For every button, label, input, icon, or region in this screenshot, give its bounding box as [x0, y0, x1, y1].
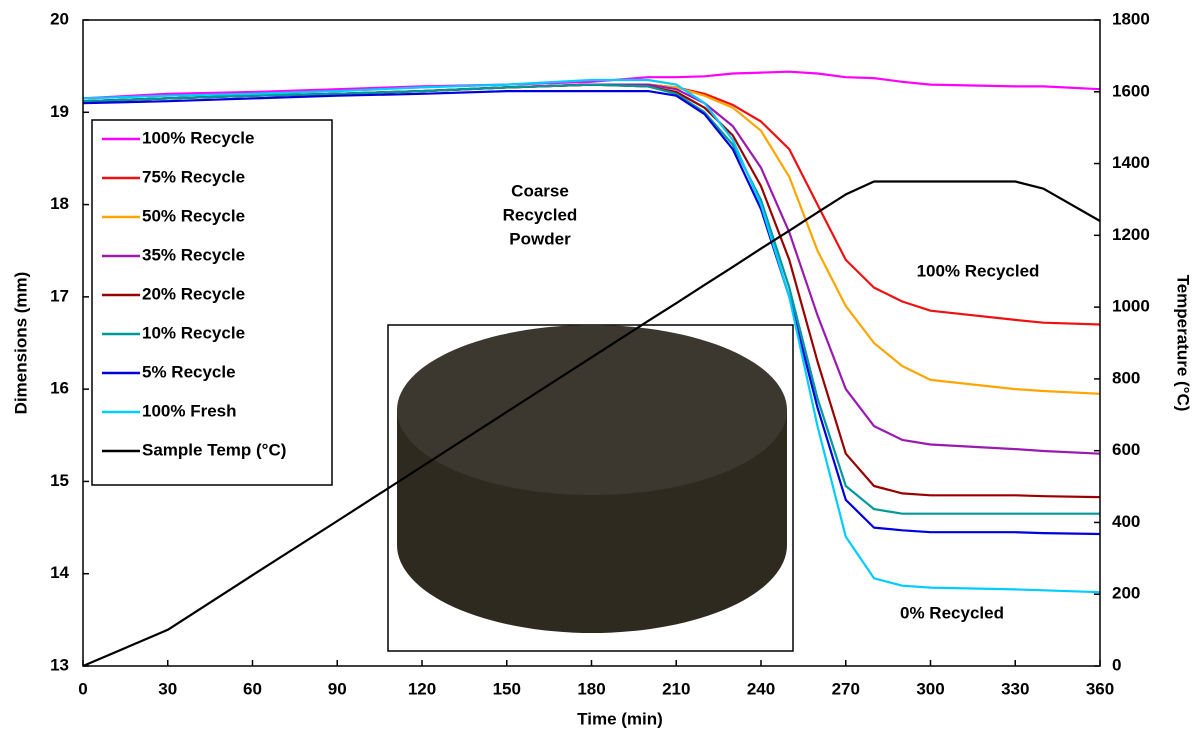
legend-label: 20% Recycle — [142, 284, 245, 303]
x-tick-label: 60 — [243, 679, 262, 698]
y2-tick-label: 0 — [1112, 655, 1121, 674]
x-tick-label: 270 — [832, 679, 860, 698]
y2-tick-label: 200 — [1112, 584, 1140, 603]
y-tick-label: 20 — [50, 9, 69, 28]
y-tick-label: 15 — [50, 471, 69, 490]
legend-label: 50% Recycle — [142, 206, 245, 225]
puck-top — [397, 325, 787, 495]
annotation: Recycled — [503, 205, 578, 224]
legend-label: 100% Recycle — [142, 128, 254, 147]
y2-axis-label: Temperature (°C) — [1174, 275, 1193, 412]
x-tick-label: 240 — [747, 679, 775, 698]
legend-label: 75% Recycle — [142, 167, 245, 186]
y-tick-label: 14 — [50, 563, 69, 582]
y2-tick-label: 1400 — [1112, 153, 1150, 172]
annotation: 100% Recycled — [917, 261, 1040, 280]
y-tick-label: 13 — [50, 655, 69, 674]
legend-label: 10% Recycle — [142, 323, 245, 342]
x-tick-label: 90 — [328, 679, 347, 698]
legend-label: 35% Recycle — [142, 245, 245, 264]
x-tick-label: 120 — [408, 679, 436, 698]
x-tick-label: 360 — [1086, 679, 1114, 698]
y-tick-label: 18 — [50, 194, 69, 213]
x-tick-label: 180 — [577, 679, 605, 698]
y2-tick-label: 1800 — [1112, 9, 1150, 28]
y2-tick-label: 1600 — [1112, 81, 1150, 100]
y-tick-label: 17 — [50, 286, 69, 305]
x-tick-label: 210 — [662, 679, 690, 698]
legend-label: 100% Fresh — [142, 401, 237, 420]
y2-tick-label: 400 — [1112, 512, 1140, 531]
x-tick-label: 0 — [78, 679, 87, 698]
y2-tick-label: 1000 — [1112, 297, 1150, 316]
photo-inset — [388, 325, 793, 651]
y-tick-label: 19 — [50, 102, 69, 121]
x-axis-label: Time (min) — [577, 709, 663, 728]
legend-label: 5% Recycle — [142, 362, 236, 381]
y2-tick-label: 1200 — [1112, 225, 1150, 244]
chart: Time (min) Dimensions (mm) Temperature (… — [0, 0, 1199, 736]
y2-tick-label: 800 — [1112, 368, 1140, 387]
x-tick-label: 30 — [158, 679, 177, 698]
x-tick-label: 300 — [916, 679, 944, 698]
annotation: 0% Recycled — [900, 603, 1004, 622]
legend-label: Sample Temp (°C) — [142, 440, 286, 459]
x-tick-label: 330 — [1001, 679, 1029, 698]
y-tick-label: 16 — [50, 379, 69, 398]
x-tick-label: 150 — [493, 679, 521, 698]
annotation: Powder — [509, 229, 571, 248]
y2-tick-label: 600 — [1112, 440, 1140, 459]
y-axis-label: Dimensions (mm) — [11, 272, 30, 415]
annotation: Coarse — [511, 181, 569, 200]
